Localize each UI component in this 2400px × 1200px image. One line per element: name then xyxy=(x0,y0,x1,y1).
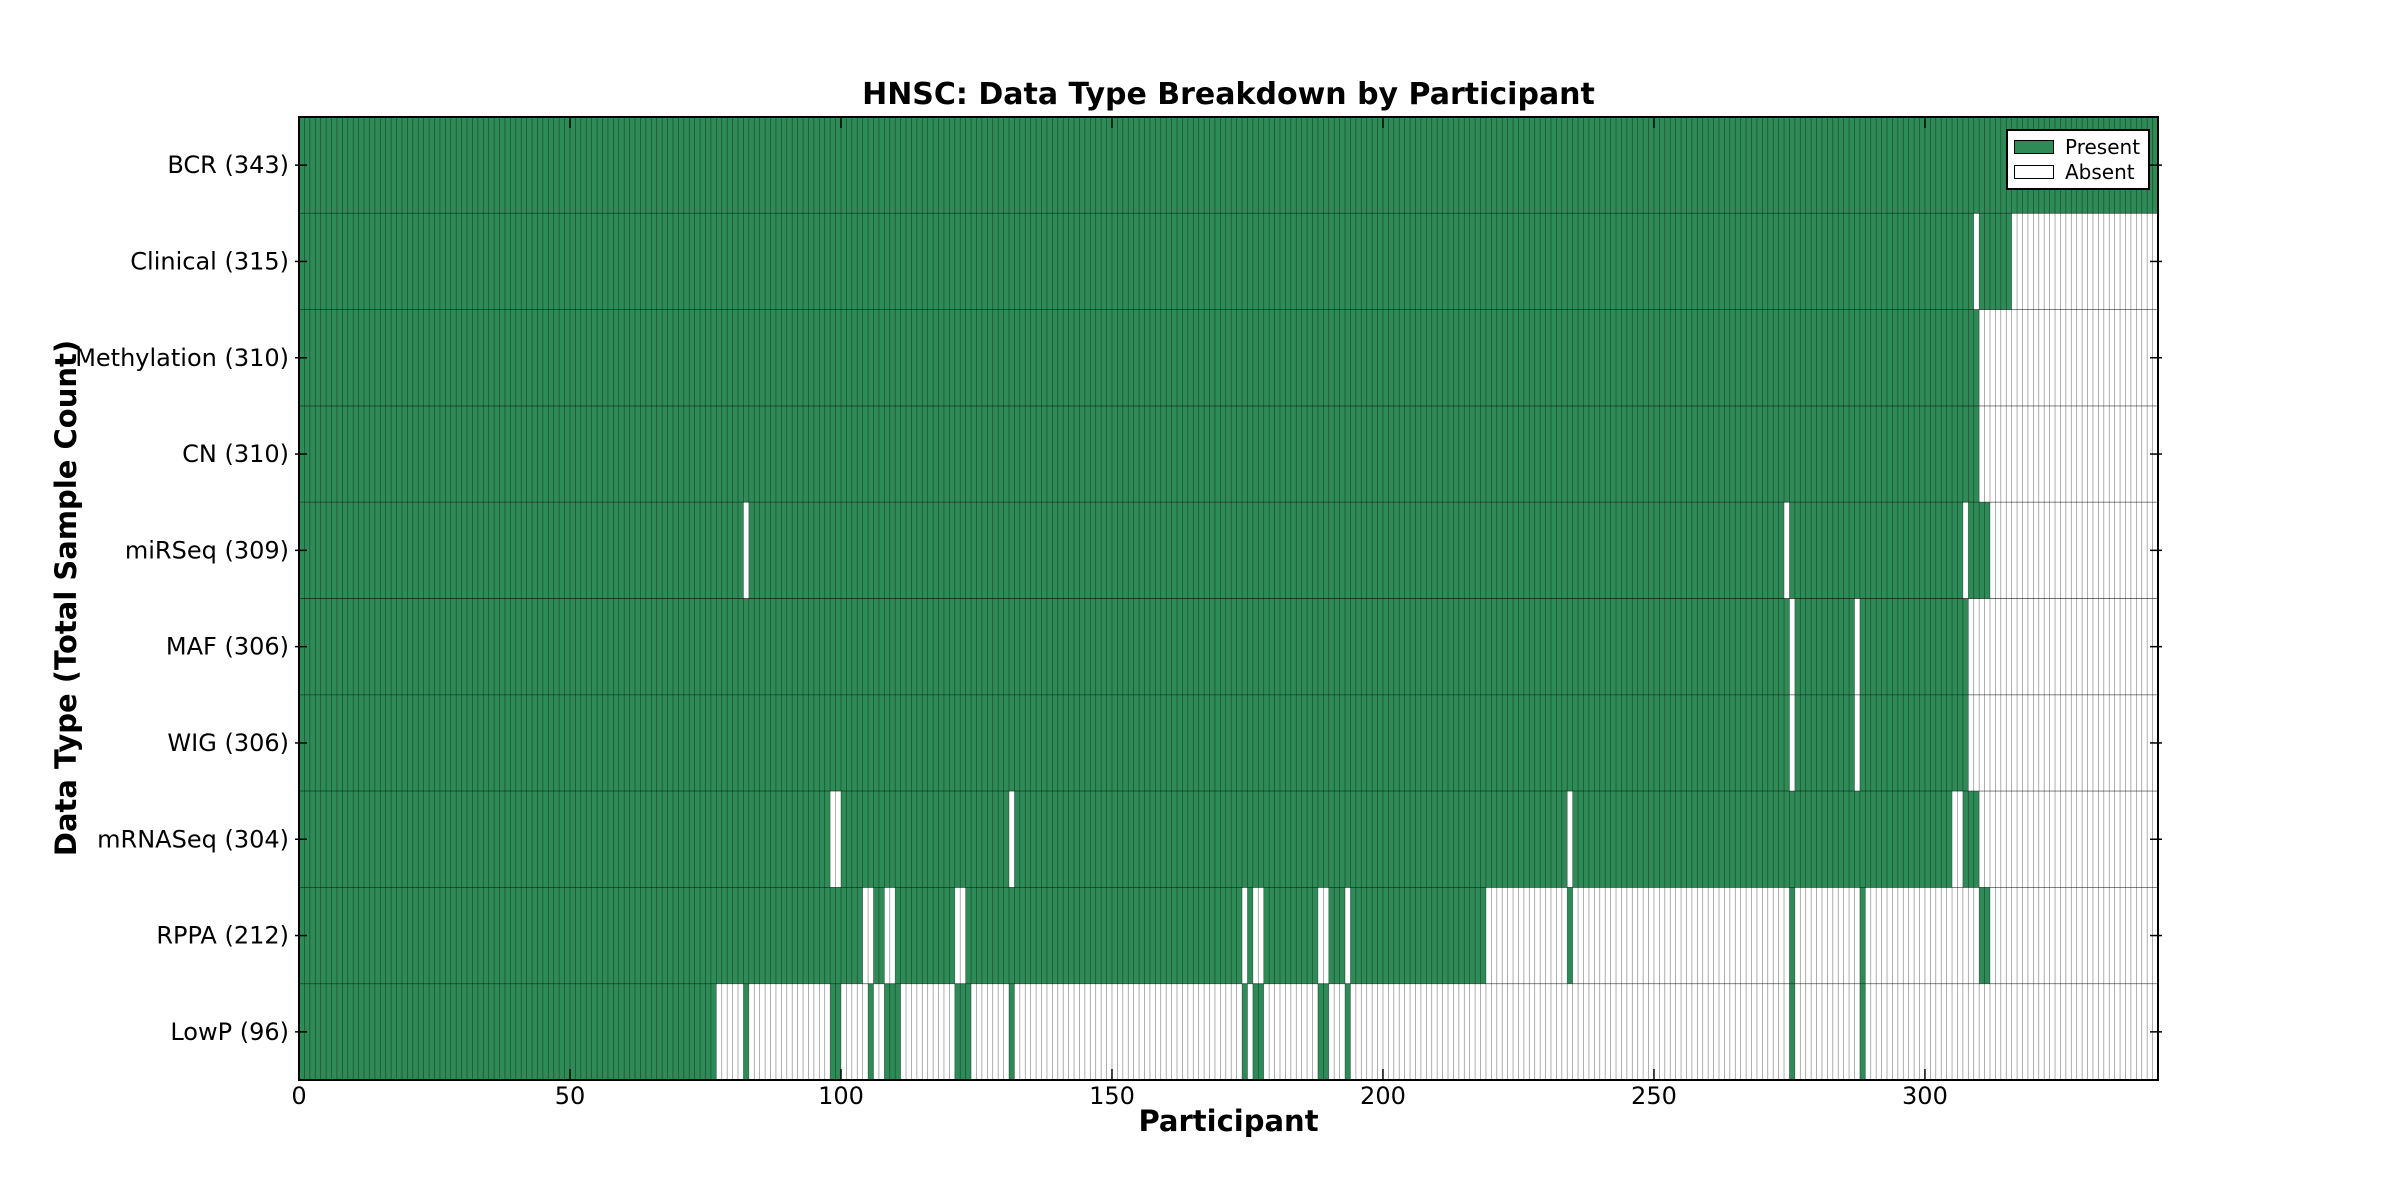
present-segment xyxy=(743,983,749,1080)
present-segment xyxy=(1567,887,1573,984)
y-tick-labels: BCR (343) Clinical (315) Methylation (310)… xyxy=(75,151,289,1046)
present-segment xyxy=(299,598,1790,695)
present-segment xyxy=(299,694,1790,792)
present-segment xyxy=(1317,983,1329,1080)
matrix-rows xyxy=(299,117,2158,1080)
present-segment xyxy=(299,502,744,599)
absent-swatch xyxy=(2014,164,2054,179)
present-segment xyxy=(965,887,1243,984)
y-tick-label: RPPA (212) xyxy=(156,922,289,950)
chart-title: HNSC: Data Type Breakdown by Participant xyxy=(862,77,1595,112)
present-segment xyxy=(1789,983,1795,1080)
row-band-LowP xyxy=(299,983,1866,1080)
x-tick-labels: 0 50 100 150 200 250 300 xyxy=(291,1082,1947,1110)
present-segment xyxy=(954,983,972,1080)
present-segment xyxy=(1794,598,1855,695)
present-segment xyxy=(299,791,831,888)
y-tick-label: Clinical (315) xyxy=(130,247,289,275)
present-segment xyxy=(1968,502,1990,599)
present-segment xyxy=(299,117,2158,214)
present-segment xyxy=(1859,694,1969,792)
present-segment xyxy=(1979,887,1990,984)
present-segment xyxy=(1962,791,1980,888)
row-band-Methylation xyxy=(299,309,1980,406)
legend-label-absent: Absent xyxy=(2065,159,2135,184)
x-tick-label: 0 xyxy=(291,1082,306,1110)
x-tick-label: 100 xyxy=(818,1082,864,1110)
present-segment xyxy=(1345,983,1351,1080)
x-tick-label: 200 xyxy=(1360,1082,1406,1110)
present-segment xyxy=(1789,887,1795,984)
plot-border xyxy=(298,116,2159,1081)
present-segment xyxy=(840,791,1009,888)
legend-entry-absent: Absent xyxy=(2014,162,2142,182)
x-tick-label: 250 xyxy=(1631,1082,1677,1110)
x-tick-label: 50 xyxy=(555,1082,586,1110)
present-segment xyxy=(299,887,863,984)
row-band-WIG xyxy=(299,694,1969,792)
y-tick-label: BCR (343) xyxy=(167,151,289,179)
present-segment xyxy=(1859,983,1866,1080)
legend-entry-present: Present xyxy=(2014,137,2142,157)
present-segment xyxy=(1572,791,1953,888)
present-swatch xyxy=(2014,140,2054,155)
y-tick-label: WIG (306) xyxy=(167,729,289,757)
present-segment xyxy=(868,983,874,1080)
row-band-mRNASeq xyxy=(299,791,1980,888)
present-segment xyxy=(1242,983,1248,1080)
present-segment xyxy=(299,213,1974,310)
present-segment xyxy=(299,309,1980,406)
y-tick-label: CN (310) xyxy=(182,440,289,468)
present-segment xyxy=(1252,983,1264,1080)
present-segment xyxy=(299,405,1980,503)
present-segment xyxy=(830,983,841,1080)
present-segment xyxy=(1328,887,1346,984)
present-segment xyxy=(1979,213,2012,310)
row-band-BCR xyxy=(299,117,2158,214)
present-segment xyxy=(884,983,901,1080)
y-tick-label: MAF (306) xyxy=(166,633,289,661)
present-segment xyxy=(299,983,717,1080)
y-tick-label: LowP (96) xyxy=(170,1018,289,1046)
present-segment xyxy=(1014,791,1568,888)
row-band-MAF xyxy=(299,598,1969,695)
legend: Present Absent xyxy=(2006,129,2150,190)
row-band-miRSeq xyxy=(299,502,1990,599)
y-tick-label: Methylation (310) xyxy=(75,344,289,372)
present-segment xyxy=(1263,887,1318,984)
legend-label-present: Present xyxy=(2065,135,2141,160)
present-segment xyxy=(895,887,955,984)
present-segment xyxy=(748,502,1785,599)
present-segment xyxy=(1247,887,1253,984)
x-axis-label: Participant xyxy=(1138,1104,1319,1138)
present-segment xyxy=(1859,887,1866,984)
present-segment xyxy=(1008,983,1015,1080)
row-band-RPPA xyxy=(299,887,1990,984)
present-segment xyxy=(1859,598,1969,695)
y-tick-label: mRNASeq (304) xyxy=(97,825,289,853)
x-tick-label: 300 xyxy=(1902,1082,1948,1110)
present-segment xyxy=(873,887,885,984)
row-band-Clinical xyxy=(299,213,2012,310)
present-segment xyxy=(1350,887,1486,984)
present-segment xyxy=(1789,502,1963,599)
row-band-CN xyxy=(299,405,1980,503)
x-tick-label: 150 xyxy=(1089,1082,1135,1110)
y-tick-label: miRSeq (309) xyxy=(125,536,289,564)
y-axis-label: Data Type (Total Sample Count) xyxy=(49,339,83,857)
present-segment xyxy=(1794,694,1855,792)
y-ticks xyxy=(295,164,2162,1033)
